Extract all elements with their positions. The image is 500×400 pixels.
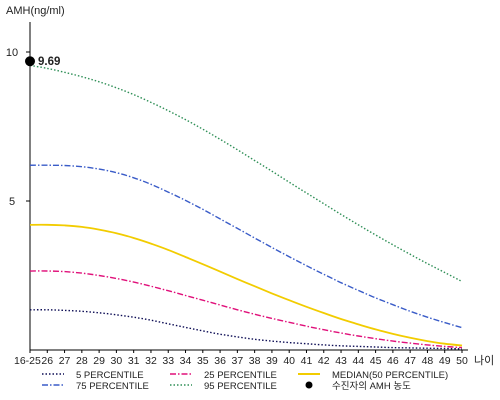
x-tick-labels: 16-25 26 27 28 29 30 31 32 33 34 35 36 37 38 39 40 41 42 4… bbox=[14, 350, 468, 367]
x-tick-label: 50 bbox=[456, 355, 468, 367]
x-tick-label: 40 bbox=[283, 355, 295, 367]
legend-marker-dot bbox=[305, 381, 313, 389]
x-tick-label: 38 bbox=[249, 355, 261, 367]
x-tick-label: 16-25 bbox=[14, 355, 41, 367]
y-axis-label: AMH(ng/ml) bbox=[6, 5, 65, 17]
series-line-5-percentile bbox=[29, 309, 463, 350]
x-tick-label: 29 bbox=[93, 355, 105, 367]
x-tick-label: 31 bbox=[128, 355, 140, 367]
x-tick-label: 49 bbox=[439, 355, 451, 367]
legend-label: 25 PERCENTILE bbox=[204, 370, 277, 381]
x-tick-label: 46 bbox=[387, 355, 399, 367]
x-tick-label: 39 bbox=[266, 355, 278, 367]
x-tick-label: 47 bbox=[404, 355, 416, 367]
legend-label: 95 PERCENTILE bbox=[204, 381, 277, 392]
legend: 5 PERCENTILE 25 PERCENTILE MEDIAN(50 PERCE… bbox=[42, 370, 448, 392]
x-tick-label: 48 bbox=[422, 355, 434, 367]
patient-amh-point bbox=[25, 56, 35, 67]
x-tick-label: 37 bbox=[232, 355, 244, 367]
legend-label: 75 PERCENTILE bbox=[76, 381, 149, 392]
x-tick-label: 28 bbox=[76, 355, 88, 367]
x-tick-label: 33 bbox=[162, 355, 174, 367]
series-line-median-50-percentile bbox=[29, 223, 463, 347]
y-tick-label: 10 bbox=[6, 47, 18, 59]
series-lines bbox=[29, 64, 463, 350]
patient-marker: 9.69 bbox=[25, 56, 60, 68]
x-tick-label: 34 bbox=[180, 355, 192, 367]
x-tick-label: 44 bbox=[352, 355, 364, 367]
y-tick-labels: 10 5 bbox=[6, 47, 30, 208]
x-tick-label: 41 bbox=[301, 355, 313, 367]
legend-label: 수진자의 AMH 농도 bbox=[332, 381, 411, 392]
legend-label: MEDIAN(50 PERCENTILE) bbox=[332, 370, 448, 381]
x-tick-label: 42 bbox=[318, 355, 330, 367]
axes bbox=[29, 22, 468, 351]
x-tick-label: 27 bbox=[59, 355, 71, 367]
x-tick-label: 35 bbox=[197, 355, 209, 367]
x-tick-label: 26 bbox=[41, 355, 53, 367]
x-axis-label: 나이 bbox=[474, 354, 494, 367]
patient-amh-value: 9.69 bbox=[38, 56, 60, 68]
series-line-25-percentile bbox=[29, 270, 463, 349]
legend-label: 5 PERCENTILE bbox=[76, 370, 144, 381]
series-line-75-percentile bbox=[29, 164, 463, 329]
x-tick-label: 36 bbox=[214, 355, 226, 367]
x-tick-label: 30 bbox=[111, 355, 123, 367]
x-tick-label: 43 bbox=[335, 355, 347, 367]
series-line-95-percentile bbox=[29, 64, 463, 283]
x-tick-label: 45 bbox=[370, 355, 382, 367]
x-tick-label: 32 bbox=[145, 355, 157, 367]
y-tick-label: 5 bbox=[9, 196, 15, 208]
